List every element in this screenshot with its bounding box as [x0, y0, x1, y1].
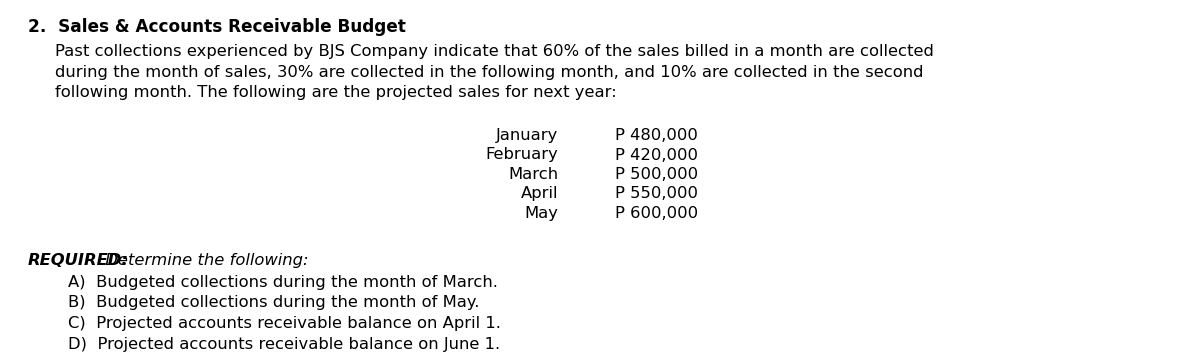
Text: P 500,000: P 500,000 [616, 167, 698, 182]
Text: Past collections experienced by BJS Company indicate that 60% of the sales bille: Past collections experienced by BJS Comp… [55, 44, 934, 59]
Text: C)  Projected accounts receivable balance on April 1.: C) Projected accounts receivable balance… [68, 316, 500, 331]
Text: B)  Budgeted collections during the month of May.: B) Budgeted collections during the month… [68, 296, 479, 310]
Text: P 420,000: P 420,000 [616, 147, 698, 162]
Text: REQUIRED:: REQUIRED: [28, 253, 128, 268]
Text: A)  Budgeted collections during the month of March.: A) Budgeted collections during the month… [68, 275, 498, 290]
Text: Determine the following:: Determine the following: [100, 253, 308, 268]
Text: P 600,000: P 600,000 [616, 206, 698, 221]
Text: following month. The following are the projected sales for next year:: following month. The following are the p… [55, 85, 617, 100]
Text: during the month of sales, 30% are collected in the following month, and 10% are: during the month of sales, 30% are colle… [55, 64, 924, 79]
Text: D)  Projected accounts receivable balance on June 1.: D) Projected accounts receivable balance… [68, 336, 500, 352]
Text: April: April [521, 186, 558, 202]
Text: P 550,000: P 550,000 [616, 186, 698, 202]
Text: 2.  Sales & Accounts Receivable Budget: 2. Sales & Accounts Receivable Budget [28, 18, 406, 36]
Text: January: January [496, 128, 558, 143]
Text: P 480,000: P 480,000 [616, 128, 698, 143]
Text: March: March [508, 167, 558, 182]
Text: May: May [524, 206, 558, 221]
Text: February: February [485, 147, 558, 162]
